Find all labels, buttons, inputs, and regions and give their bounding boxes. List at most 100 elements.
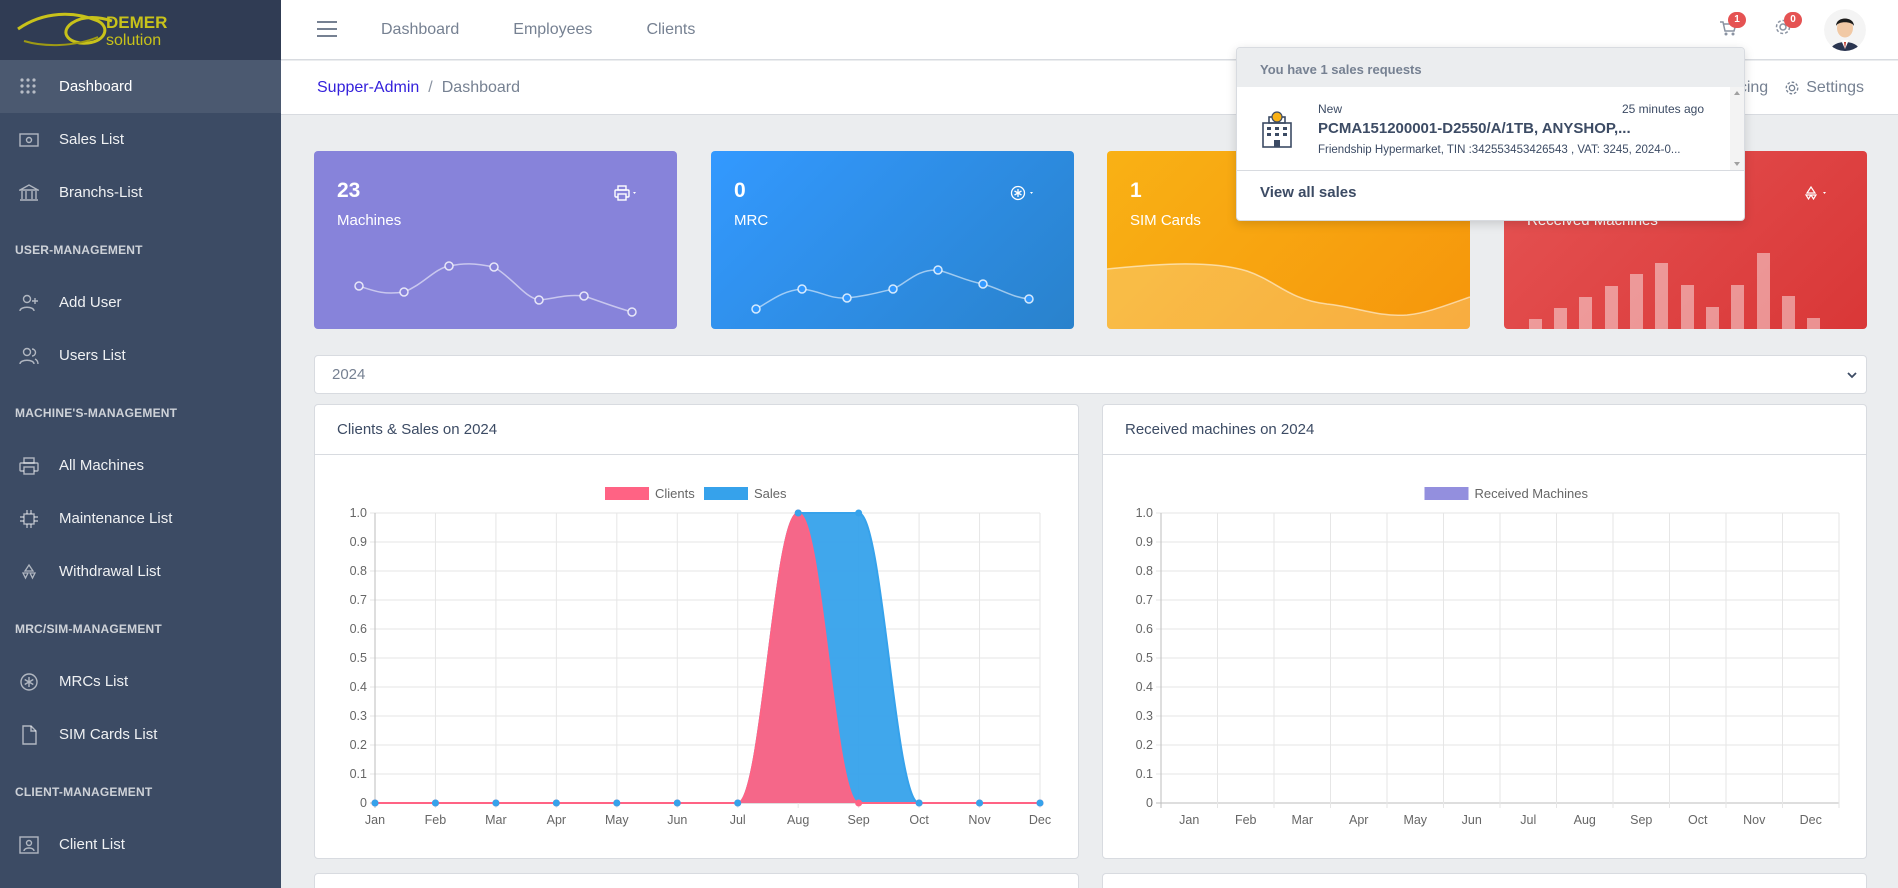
point-sales[interactable] <box>673 799 681 807</box>
brand-logo[interactable]: DEMER solution <box>0 0 281 60</box>
settings-notify-button[interactable]: 0 <box>1774 12 1802 41</box>
x-tick-label: Jun <box>667 813 687 827</box>
sidebar-item-label: Client List <box>59 836 125 853</box>
legend-swatch[interactable] <box>704 487 748 500</box>
x-tick-label: May <box>1403 813 1427 827</box>
point-sales[interactable] <box>552 799 560 807</box>
recycle-icon <box>18 561 40 583</box>
point-sales[interactable] <box>431 799 439 807</box>
sales-request-item[interactable]: New 25 minutes ago PCMA151200001-D2550/A… <box>1237 87 1744 170</box>
point-sales[interactable] <box>734 799 742 807</box>
y-tick-label: 0.1 <box>1136 767 1153 781</box>
chip-icon <box>18 508 40 530</box>
settings-badge: 0 <box>1784 12 1802 28</box>
y-tick-label: 0.6 <box>1136 622 1153 636</box>
widget-menu-button[interactable] <box>1010 185 1036 201</box>
line-clients <box>375 511 1040 804</box>
widget-menu-button[interactable] <box>613 185 639 201</box>
sidebar-item-label: Maintenance List <box>59 510 173 527</box>
top-nav-dashboard[interactable]: Dashboard <box>381 21 460 38</box>
x-tick-label: Apr <box>547 813 566 827</box>
sidebar-item-branchs-list[interactable]: Branchs-List <box>0 166 281 219</box>
legend-label[interactable]: Received Machines <box>1475 486 1589 501</box>
card-title: Clients & Sales on 2024 <box>315 405 1078 455</box>
legend-swatch[interactable] <box>1424 487 1469 500</box>
x-tick-label: Oct <box>909 813 929 827</box>
sidebar-item-maintenance-list[interactable]: Maintenance List <box>0 492 281 545</box>
y-tick-label: 0.1 <box>350 767 367 781</box>
sidebar-item-sales-list[interactable]: Sales List <box>0 113 281 166</box>
sub-header-actions: cing Settings <box>1739 79 1864 97</box>
settings-link[interactable]: Settings <box>1784 79 1864 97</box>
cart-button[interactable]: 1 <box>1718 12 1746 43</box>
sidebar-item-withdrawal-list[interactable]: Withdrawal List <box>0 545 281 598</box>
cart-badge: 1 <box>1728 12 1746 28</box>
grid-icon <box>18 76 40 98</box>
y-tick-label: 0.8 <box>350 564 367 578</box>
widget-value: 0 <box>734 179 746 202</box>
contact-icon <box>18 834 40 856</box>
point-clients[interactable] <box>855 799 863 807</box>
x-tick-label: Feb <box>425 813 447 827</box>
point-sales[interactable] <box>794 509 802 517</box>
point-sales[interactable] <box>1036 799 1044 807</box>
y-tick-label: 0.9 <box>1136 535 1153 549</box>
view-all-sales-link[interactable]: View all sales <box>1237 170 1744 220</box>
legend-label[interactable]: Clients <box>655 486 695 501</box>
cash-icon <box>18 129 40 151</box>
widget-machines: 23 Machines <box>314 151 677 329</box>
point-sales[interactable] <box>371 799 379 807</box>
sidebar-item-add-user[interactable]: Add User <box>0 276 281 329</box>
point-sales[interactable] <box>855 509 863 517</box>
year-select[interactable]: 2024 <box>314 355 1867 394</box>
widget-mrc: 0 MRC <box>711 151 1074 329</box>
sidebar-item-label: Branchs-List <box>59 184 143 201</box>
legend-swatch[interactable] <box>605 487 649 500</box>
breadcrumb-root[interactable]: Supper-Admin <box>317 79 420 96</box>
sidebar-item-mrcs-list[interactable]: MRCs List <box>0 655 281 708</box>
settings-label: Settings <box>1806 79 1864 96</box>
partial-header-link[interactable]: cing <box>1738 79 1769 96</box>
sidebar-item-label: Dashboard <box>59 78 133 95</box>
dropdown-scrollbar[interactable] <box>1730 87 1744 170</box>
y-tick-label: 0.2 <box>1136 738 1153 752</box>
sidebar-item-dashboard[interactable]: Dashboard <box>0 60 281 113</box>
y-tick-label: 0.5 <box>350 651 367 665</box>
sidebar-section-title: MACHINE'S-MANAGEMENT <box>15 406 178 420</box>
mrc-sparkline <box>751 265 1034 314</box>
point-sales[interactable] <box>915 799 923 807</box>
sidebar-item-sim-cards-list[interactable]: SIM Cards List <box>0 708 281 761</box>
point-sales[interactable] <box>613 799 621 807</box>
x-tick-label: Sep <box>1630 813 1652 827</box>
legend-label[interactable]: Sales <box>754 486 787 501</box>
x-tick-label: Nov <box>1743 813 1766 827</box>
point-sales[interactable] <box>492 799 500 807</box>
x-tick-label: Oct <box>1688 813 1708 827</box>
x-tick-label: Apr <box>1349 813 1368 827</box>
sidebar-item-client-list[interactable]: Client List <box>0 818 281 871</box>
point-sales[interactable] <box>976 799 984 807</box>
sidebar-item-all-machines[interactable]: All Machines <box>0 439 281 492</box>
sidebar-item-users-list[interactable]: Users List <box>0 329 281 382</box>
top-nav-clients[interactable]: Clients <box>646 21 696 38</box>
user-avatar[interactable] <box>1824 9 1866 51</box>
x-tick-label: Jan <box>365 813 385 827</box>
sidebar-section-title: USER-MANAGEMENT <box>15 243 143 257</box>
x-tick-label: Jun <box>1462 813 1482 827</box>
widget-label: Machines <box>337 212 402 229</box>
top-nav-employees[interactable]: Employees <box>513 21 593 38</box>
menu-toggle-icon[interactable] <box>317 20 337 43</box>
x-tick-label: Mar <box>1291 813 1313 827</box>
card-title: Received machines on 2024 <box>1103 405 1866 455</box>
machines-sparkline <box>354 261 637 317</box>
x-tick-label: Jul <box>1520 813 1536 827</box>
y-tick-label: 0.7 <box>1136 593 1153 607</box>
y-tick-label: 0 <box>1146 796 1153 810</box>
bank-icon <box>18 182 40 204</box>
widget-menu-button[interactable] <box>1803 185 1829 201</box>
y-tick-label: 0.4 <box>1136 680 1153 694</box>
bottom-card-left <box>314 873 1079 888</box>
x-tick-label: Dec <box>1029 813 1051 827</box>
y-tick-label: 0.6 <box>350 622 367 636</box>
sidebar-item-label: MRCs List <box>59 673 129 690</box>
